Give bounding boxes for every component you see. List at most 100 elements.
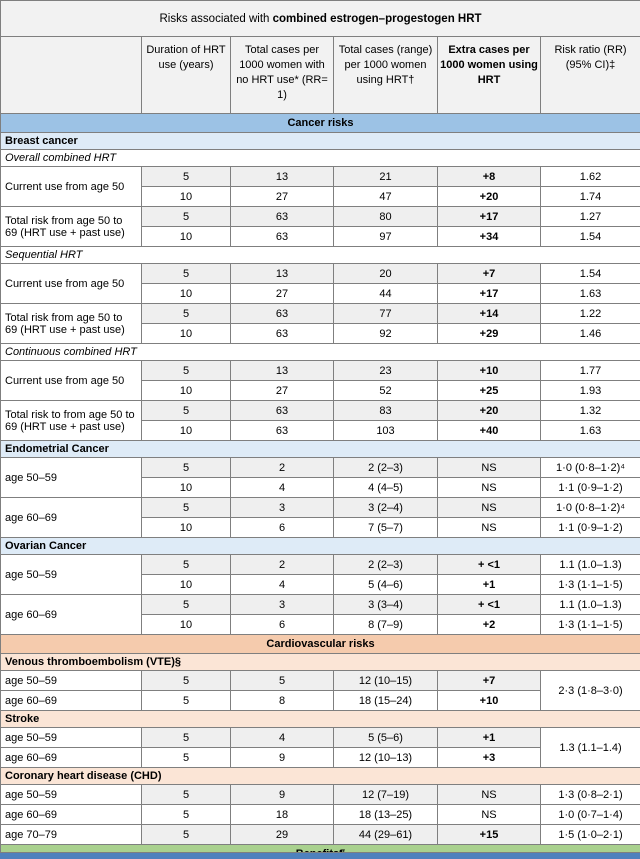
data-row: 10 4 4 (4–5) NS 1·1 (0·9–1·2) [1,477,640,498]
data-row: 10 6 8 (7–9) +2 1·3 (1·1–1·5) [1,614,640,635]
data-row: age 50–59 5 2 2 (2–3) NS 1·0 (0·8–1·2)⁴ [0,457,640,498]
category-label: Continuous combined HRT [0,343,640,361]
data-row: age 50–59 5 2 2 (2–3) + <1 1.1 (1.0–1.3) [0,554,640,595]
baseline-cases-cell: 6 [230,517,334,538]
row-label: age 50–59 [0,554,142,595]
section-bar: Cardiovascular risks [0,634,640,654]
subsection-header: Endometrial Cancer [0,440,640,458]
risk-ratio-cell: 1.62 [539,166,640,187]
data-row: 10 63 103 +40 1.63 [1,420,640,441]
row-label: Current use from age 50 [0,166,142,207]
extra-cases-cell: +1 [437,574,541,595]
hrt-cases-cell: 3 (2–4) [333,497,438,518]
baseline-cases-cell: 63 [230,400,334,421]
table-title: Risks associated with combined estrogen–… [0,0,640,37]
data-row: age 70–79 5 29 44 (29–61) +15 1·5 (1·0–2·1) [0,824,640,845]
data-row: age 60–69 5 3 3 (3–4) + <1 1.1 (1.0–1.3) [0,594,640,635]
risk-ratio-cell: 1.1 (1.0–1.3) [539,594,640,615]
data-row: Total risk from age 50 to 69 (HRT use + … [0,303,640,344]
extra-cases-cell: +17 [437,283,541,304]
risk-ratio-cell: 1.3 (1.1–1.4) [539,727,640,768]
subsection-header-row: Venous thromboembolism (VTE)§ [0,653,640,671]
duration-cell: 5 [141,727,231,748]
duration-cell: 5 [141,206,231,227]
row-label: Current use from age 50 [0,360,142,401]
extra-cases-cell: +8 [437,166,541,187]
category-row: Overall combined HRT [0,149,640,167]
section-bar: Cancer risks [0,113,640,133]
risk-ratio-cell: 1.32 [539,400,640,421]
duration-cell: 5 [141,497,231,518]
column-header-extra-cases: Extra cases per 1000 women using HRT [437,36,541,114]
row-label: age 50–59 [0,784,142,805]
extra-cases-cell: +10 [437,690,541,711]
baseline-cases-cell: 63 [230,323,334,344]
column-header-empty [0,36,142,114]
data-row: 10 27 47 +20 1.74 [1,186,640,207]
hrt-cases-cell: 83 [333,400,438,421]
risk-ratio-cell: 1.74 [539,186,640,207]
section-bar-row: Cardiovascular risks [0,634,640,654]
hrt-cases-cell: 44 (29–61) [333,824,438,845]
extra-cases-cell: NS [437,457,541,478]
hrt-cases-cell: 21 [333,166,438,187]
duration-cell: 10 [141,477,231,498]
baseline-cases-cell: 4 [230,477,334,498]
duration-cell: 10 [141,323,231,344]
next-section-bar-cutoff [0,852,640,859]
hrt-cases-cell: 12 (10–13) [333,747,438,768]
column-header-hrt-cases: Total cases (range) per 1000 women using… [333,36,438,114]
column-header-duration: Duration of HRT use (years) [141,36,231,114]
duration-cell: 5 [141,457,231,478]
extra-cases-cell: +7 [437,263,541,284]
column-header-no-hrt-cases: Total cases per 1000 women with no HRT u… [230,36,334,114]
duration-cell: 10 [141,420,231,441]
hrt-cases-cell: 23 [333,360,438,381]
data-row: Current use from age 50 5 13 21 +8 1.62 [0,166,640,207]
category-label: Sequential HRT [0,246,640,264]
subsection-header: Ovarian Cancer [0,537,640,555]
row-label: Total risk from age 50 to 69 (HRT use + … [0,303,142,344]
risk-ratio-cell: 1.54 [539,263,640,284]
duration-cell: 5 [141,690,231,711]
extra-cases-cell: NS [437,784,541,805]
extra-cases-cell: +20 [437,186,541,207]
row-label: age 60–69 [0,804,142,825]
risk-ratio-cell: 1.63 [539,283,640,304]
subsection-header-row: Stroke [0,710,640,728]
row-label: age 50–59 [0,727,142,748]
hrt-cases-cell: 2 (2–3) [333,554,438,575]
baseline-cases-cell: 3 [230,497,334,518]
extra-cases-cell: +3 [437,747,541,768]
risk-ratio-cell: 1.63 [539,420,640,441]
baseline-cases-cell: 2 [230,554,334,575]
data-row: age 60–69 5 3 3 (2–4) NS 1·0 (0·8–1·2)⁴ [0,497,640,538]
hrt-cases-cell: 3 (3–4) [333,594,438,615]
hrt-cases-cell: 44 [333,283,438,304]
duration-cell: 5 [141,594,231,615]
subsection-header: Stroke [0,710,640,728]
data-row: age 60–69 5 18 18 (13–25) NS 1·0 (0·7–1·4) [0,804,640,825]
risk-ratio-cell: 1·0 (0·8–1·2)⁴ [539,497,640,518]
risk-ratio-cell: 1·0 (0·8–1·2)⁴ [539,457,640,478]
duration-cell: 5 [141,784,231,805]
data-row: Current use from age 50 5 13 23 +10 1.77 [0,360,640,401]
table-title-row: Risks associated with combined estrogen–… [0,0,640,37]
duration-cell: 10 [141,574,231,595]
baseline-cases-cell: 27 [230,186,334,207]
baseline-cases-cell: 13 [230,166,334,187]
row-label: age 60–69 [0,594,142,635]
baseline-cases-cell: 63 [230,420,334,441]
extra-cases-cell: +14 [437,303,541,324]
risk-ratio-cell: 1·3 (1·1–1·5) [539,574,640,595]
extra-cases-cell: +7 [437,670,541,691]
baseline-cases-cell: 4 [230,574,334,595]
risk-ratio-cell: 1·3 (1·1–1·5) [539,614,640,635]
row-label: Current use from age 50 [0,263,142,304]
data-row: 10 63 92 +29 1.46 [1,323,640,344]
baseline-cases-cell: 29 [230,824,334,845]
risk-ratio-cell: 1·0 (0·7–1·4) [539,804,640,825]
risk-ratio-cell: 1.1 (1.0–1.3) [539,554,640,575]
baseline-cases-cell: 27 [230,283,334,304]
